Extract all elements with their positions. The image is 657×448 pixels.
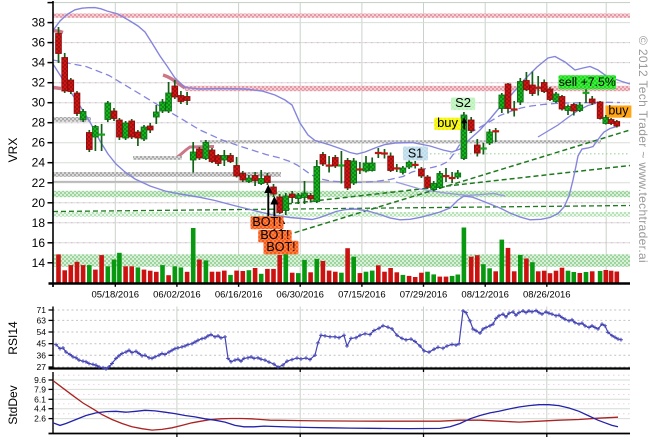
svg-text:26: 26 [32,136,46,150]
svg-text:36: 36 [37,350,47,360]
svg-text:30: 30 [32,96,46,110]
svg-text:BOT!: BOT! [260,228,289,242]
svg-text:7.9: 7.9 [34,384,46,394]
svg-text:71: 71 [37,305,47,315]
svg-text:© 2012 Tech Trader ~ www.techt: © 2012 Tech Trader ~ www.techtrader.ai [636,36,650,263]
svg-text:BOT!: BOT! [252,215,281,229]
svg-text:08/12/2016: 08/12/2016 [461,290,509,301]
svg-text:06/16/2016: 06/16/2016 [215,290,263,301]
svg-text:36: 36 [32,36,46,50]
svg-text:22: 22 [32,176,46,190]
svg-text:4.4: 4.4 [34,404,46,414]
svg-text:18: 18 [32,216,46,230]
svg-text:08/26/2016: 08/26/2016 [523,290,571,301]
svg-text:38: 38 [32,16,46,30]
svg-text:05/18/2016: 05/18/2016 [92,290,140,301]
svg-text:6.1: 6.1 [34,394,46,404]
svg-text:sell +7.5%: sell +7.5% [559,75,616,89]
svg-text:20: 20 [32,196,46,210]
svg-text:S1: S1 [408,146,423,160]
svg-text:34: 34 [32,56,46,70]
svg-text:32: 32 [32,76,46,90]
svg-text:63: 63 [37,315,47,325]
svg-text:54: 54 [37,327,47,337]
svg-text:24: 24 [32,156,46,170]
svg-text:45: 45 [37,339,47,349]
svg-text:27: 27 [37,362,47,372]
svg-text:2.6: 2.6 [34,414,46,424]
svg-text:14: 14 [32,256,46,270]
svg-text:S2: S2 [455,95,471,110]
svg-text:07/15/2016: 07/15/2016 [338,290,386,301]
svg-text:buy: buy [437,115,458,130]
svg-text:BOT!: BOT! [266,240,295,254]
svg-text:StdDev: StdDev [6,385,20,424]
svg-text:06/30/2016: 06/30/2016 [276,290,324,301]
svg-text:16: 16 [32,236,46,250]
svg-text:RSI14: RSI14 [6,321,20,355]
svg-text:buy: buy [608,104,629,118]
svg-text:9.6: 9.6 [34,375,46,385]
svg-text:28: 28 [32,116,46,130]
svg-text:VRX: VRX [6,138,20,163]
svg-text:07/29/2016: 07/29/2016 [400,290,448,301]
svg-text:06/02/2016: 06/02/2016 [153,290,201,301]
